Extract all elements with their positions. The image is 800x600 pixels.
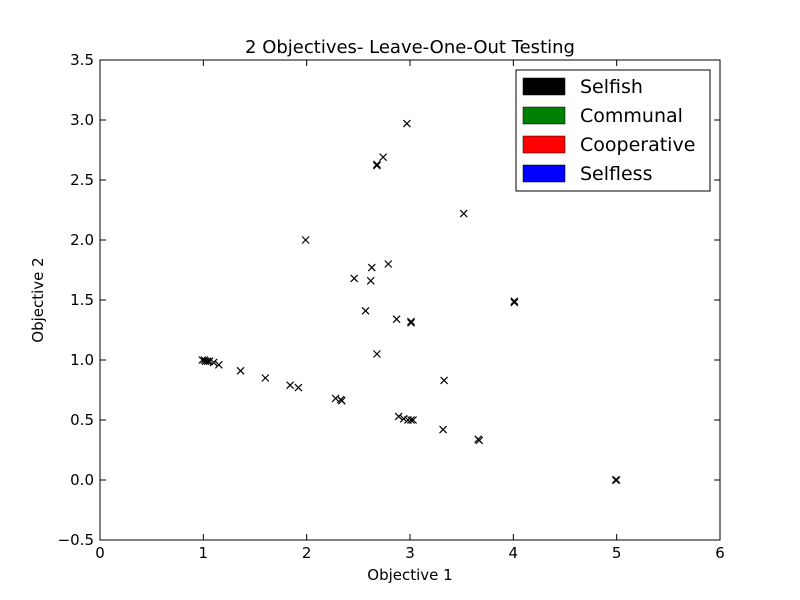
y-tick-label: 2.5 xyxy=(70,171,94,189)
legend-label: Cooperative xyxy=(580,134,695,156)
data-point xyxy=(214,360,223,369)
legend-swatch xyxy=(522,164,566,183)
data-point xyxy=(261,374,270,382)
data-point xyxy=(459,209,468,218)
x-tick-label: 4 xyxy=(509,544,519,562)
legend-label: Communal xyxy=(580,105,683,127)
data-point xyxy=(384,260,393,268)
legend-label: Selfish xyxy=(580,76,643,98)
data-point xyxy=(367,263,376,272)
data-point xyxy=(440,376,449,385)
y-tick-label: 0.5 xyxy=(70,411,94,429)
data-point xyxy=(361,306,370,315)
x-axis: 0 1 2 3 4 5 6 xyxy=(95,60,725,562)
data-point xyxy=(475,436,484,445)
data-points xyxy=(198,119,621,484)
data-point xyxy=(294,383,303,392)
data-point xyxy=(611,476,620,484)
data-point xyxy=(301,236,310,244)
data-point xyxy=(409,416,418,424)
data-point xyxy=(350,274,359,283)
legend-item: Selfish xyxy=(522,76,643,98)
y-tick-label: 3.5 xyxy=(70,51,94,69)
data-point xyxy=(402,119,411,128)
data-point xyxy=(612,476,621,484)
data-point xyxy=(373,350,381,358)
legend-item: Selfless xyxy=(522,163,652,185)
legend-swatch xyxy=(522,77,566,96)
y-tick-label: 1.0 xyxy=(70,351,94,369)
y-tick-label: 2.0 xyxy=(70,231,94,249)
data-point xyxy=(510,297,519,306)
legend-swatch xyxy=(522,135,566,154)
data-point xyxy=(392,315,401,324)
legend-item: Cooperative xyxy=(522,134,695,156)
x-tick-label: 1 xyxy=(199,544,209,562)
y-axis: −0.5 0.0 0.5 1.0 1.5 2.0 2.5 3.0 3.5 xyxy=(58,51,720,549)
chart-title: 2 Objectives- Leave-One-Out Testing xyxy=(245,37,575,58)
y-tick-label: 3.0 xyxy=(70,111,94,129)
data-point xyxy=(203,357,212,366)
data-point xyxy=(394,412,403,421)
data-point xyxy=(366,276,375,285)
legend-item: Communal xyxy=(522,105,683,127)
data-point xyxy=(209,358,218,367)
legend: Selfish Communal Cooperative Selfless xyxy=(515,69,711,192)
data-point xyxy=(236,366,245,375)
x-tick-label: 5 xyxy=(612,544,622,562)
legend-swatch xyxy=(522,106,566,125)
x-tick-label: 0 xyxy=(95,544,105,562)
data-point xyxy=(373,160,381,169)
data-point xyxy=(407,318,415,327)
data-point xyxy=(407,416,415,424)
data-point xyxy=(407,317,415,326)
data-point xyxy=(510,298,519,307)
x-tick-label: 2 xyxy=(302,544,312,562)
legend-label: Selfless xyxy=(580,163,652,185)
x-axis-label: Objective 1 xyxy=(367,566,452,584)
x-tick-label: 6 xyxy=(715,544,725,562)
y-axis-label: Objective 2 xyxy=(29,257,47,342)
y-tick-label: 1.5 xyxy=(70,291,94,309)
data-point xyxy=(379,153,388,162)
y-tick-label: 0.0 xyxy=(70,471,94,489)
x-tick-label: 3 xyxy=(405,544,415,562)
y-tick-label: −0.5 xyxy=(58,531,94,549)
data-point xyxy=(373,161,381,170)
data-point xyxy=(337,396,346,405)
data-point xyxy=(286,381,295,390)
data-point xyxy=(439,425,447,434)
